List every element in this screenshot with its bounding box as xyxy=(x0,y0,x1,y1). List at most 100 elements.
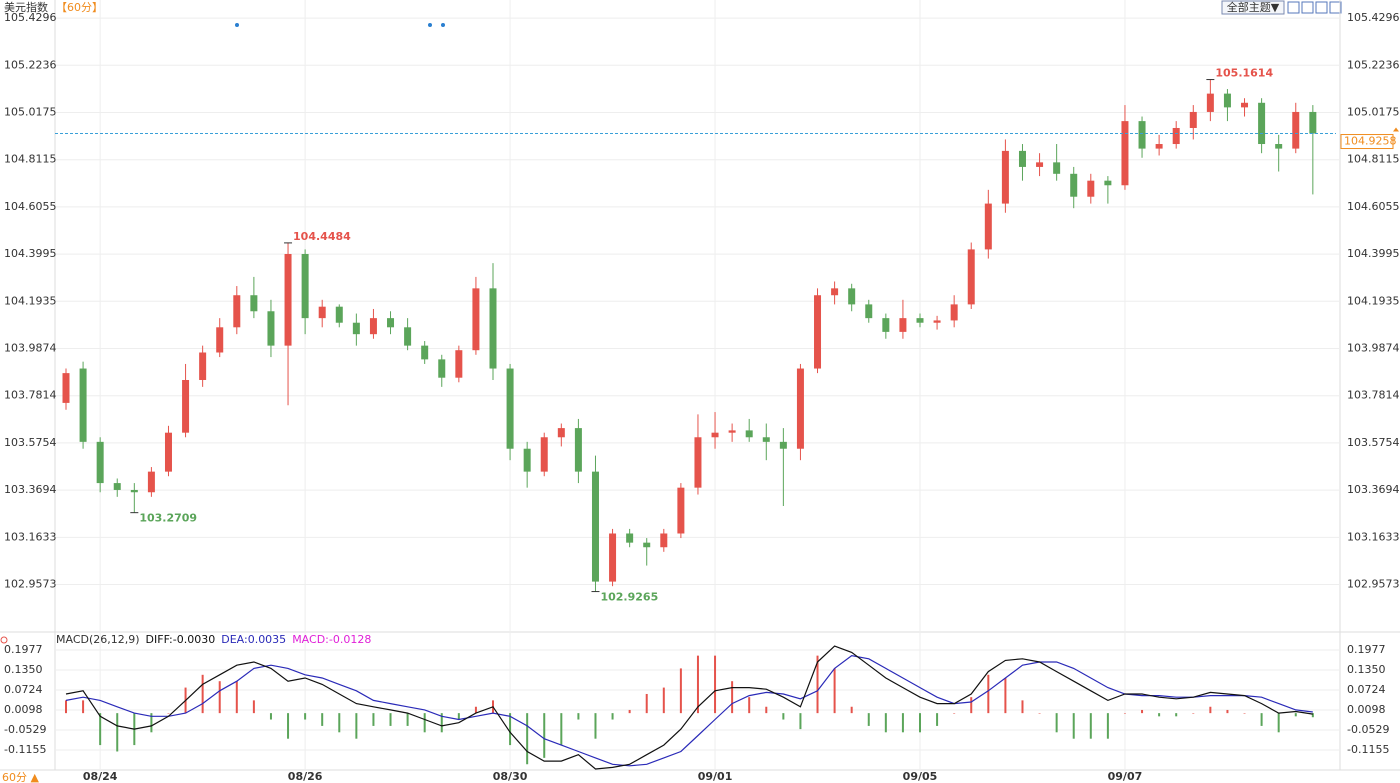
macd-bar xyxy=(1175,713,1178,717)
macd-bar xyxy=(628,709,631,714)
y-tick-label-right: 0.1977 xyxy=(1347,643,1386,656)
macd-bar xyxy=(474,706,477,714)
macd-bar xyxy=(1123,713,1126,714)
macd-bar xyxy=(99,713,102,746)
candle-body xyxy=(745,430,753,438)
macd-bar xyxy=(1226,709,1229,714)
y-tick-label-right: 102.9573 xyxy=(1347,578,1400,591)
candle-body xyxy=(643,542,651,548)
candle-body xyxy=(865,304,873,319)
candle-body xyxy=(933,320,941,323)
y-tick-label-right: 103.5754 xyxy=(1347,436,1400,449)
macd-bar xyxy=(423,713,426,733)
macd-bar xyxy=(611,713,614,720)
macd-bar xyxy=(987,674,990,714)
x-tick-label: 09/05 xyxy=(903,770,938,783)
macd-bar xyxy=(1141,709,1144,714)
macd-bar xyxy=(304,713,307,720)
y-tick-label-right: 104.3995 xyxy=(1347,247,1400,260)
y-tick-label: 103.5754 xyxy=(4,436,57,449)
y-tick-label: 0.1350 xyxy=(4,663,43,676)
y-tick-label-right: 0.1350 xyxy=(1347,663,1386,676)
tool-icon[interactable] xyxy=(1329,1,1342,14)
extreme-label: 103.2709 xyxy=(139,512,197,525)
macd-bar xyxy=(953,713,956,714)
macd-bar xyxy=(406,713,409,726)
candle-body xyxy=(831,288,839,296)
candle-body xyxy=(711,432,719,438)
macd-bar xyxy=(1004,678,1007,714)
candle-body xyxy=(62,373,70,403)
candle-body xyxy=(1018,150,1026,167)
macd-bar xyxy=(1055,713,1058,733)
candle-body xyxy=(1001,150,1009,204)
candle-body xyxy=(199,352,207,380)
tool-icons[interactable] xyxy=(1287,1,1342,14)
macd-bar xyxy=(509,713,512,746)
macd-bar xyxy=(919,713,921,733)
candle-body xyxy=(1138,121,1146,149)
macd-bar xyxy=(799,713,802,730)
y-tick-label: 103.3694 xyxy=(4,483,57,496)
y-tick-label: 0.0724 xyxy=(4,683,43,696)
extreme-label: 102.9265 xyxy=(600,591,658,604)
macd-bar xyxy=(338,713,341,733)
candle-body xyxy=(335,306,343,323)
price-label-box xyxy=(1340,134,1394,150)
candle-body xyxy=(1206,93,1214,112)
candle-body xyxy=(1258,102,1266,145)
legend-entry: MACD:-0.0128 xyxy=(292,633,371,646)
macd-bar xyxy=(1021,700,1024,714)
candle-body xyxy=(387,318,395,328)
macd-bar xyxy=(782,713,785,720)
macd-bar xyxy=(1294,713,1297,717)
extreme-label: 105.1614 xyxy=(1215,67,1273,80)
period-switch[interactable]: 60分 ▲ xyxy=(2,771,39,783)
macd-bar xyxy=(696,655,699,714)
candle-body xyxy=(404,327,412,346)
y-tick-label: 105.0175 xyxy=(4,106,57,119)
candle-body xyxy=(352,322,360,335)
candle-body xyxy=(916,318,924,323)
macd-bar xyxy=(218,681,221,714)
candle-body xyxy=(950,304,958,321)
candle-body xyxy=(1241,102,1249,108)
candle-body xyxy=(438,359,446,378)
settings-icon[interactable] xyxy=(0,636,8,644)
candle-body xyxy=(762,437,770,442)
macd-bar xyxy=(1243,713,1246,714)
candle-body xyxy=(1053,162,1061,174)
candle-body xyxy=(284,253,292,346)
macd-bar xyxy=(1158,713,1161,717)
candle-body xyxy=(1087,180,1095,197)
candle-body xyxy=(796,368,804,449)
macd-bar xyxy=(577,713,580,720)
chart-title: 美元指数 xyxy=(4,0,48,14)
tool-icon[interactable] xyxy=(1301,1,1314,14)
macd-bar xyxy=(645,693,648,714)
theme-button[interactable] xyxy=(1221,0,1285,15)
macd-bar xyxy=(560,713,563,746)
macd-title: MACD(26,12,9) xyxy=(56,633,140,646)
macd-bar xyxy=(1089,713,1092,739)
tool-icon[interactable] xyxy=(1287,1,1300,14)
candle-body xyxy=(1223,93,1231,108)
candle-body xyxy=(1104,180,1112,186)
theme-button-label[interactable]: 全部主题▼ xyxy=(1227,0,1280,14)
candle-body xyxy=(728,430,736,433)
extreme-label: 104.4484 xyxy=(293,230,351,243)
candle-body xyxy=(660,533,668,548)
macd-bar xyxy=(116,713,119,752)
event-dot xyxy=(441,23,445,27)
candle-body xyxy=(882,318,890,332)
y-tick-label-right: 103.9874 xyxy=(1347,342,1400,355)
chart-subtitle: 【60分】 xyxy=(56,1,103,14)
y-tick-label: 104.8115 xyxy=(4,153,57,166)
candle-body xyxy=(1275,144,1283,149)
tool-icon[interactable] xyxy=(1315,1,1328,14)
macd-bar xyxy=(543,713,546,758)
macd-bar xyxy=(201,674,204,714)
candle-body xyxy=(301,253,309,319)
macd-bar xyxy=(850,706,853,714)
